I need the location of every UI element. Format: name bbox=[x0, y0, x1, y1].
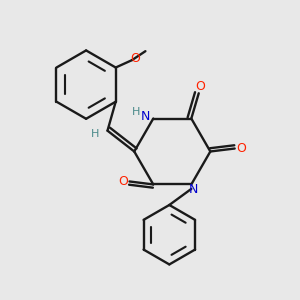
Text: O: O bbox=[118, 175, 128, 188]
Text: H: H bbox=[132, 107, 140, 117]
Text: N: N bbox=[189, 183, 198, 196]
Text: H: H bbox=[91, 129, 99, 139]
Text: O: O bbox=[236, 142, 246, 155]
Text: O: O bbox=[131, 52, 140, 65]
Text: N: N bbox=[140, 110, 150, 123]
Text: O: O bbox=[195, 80, 205, 93]
